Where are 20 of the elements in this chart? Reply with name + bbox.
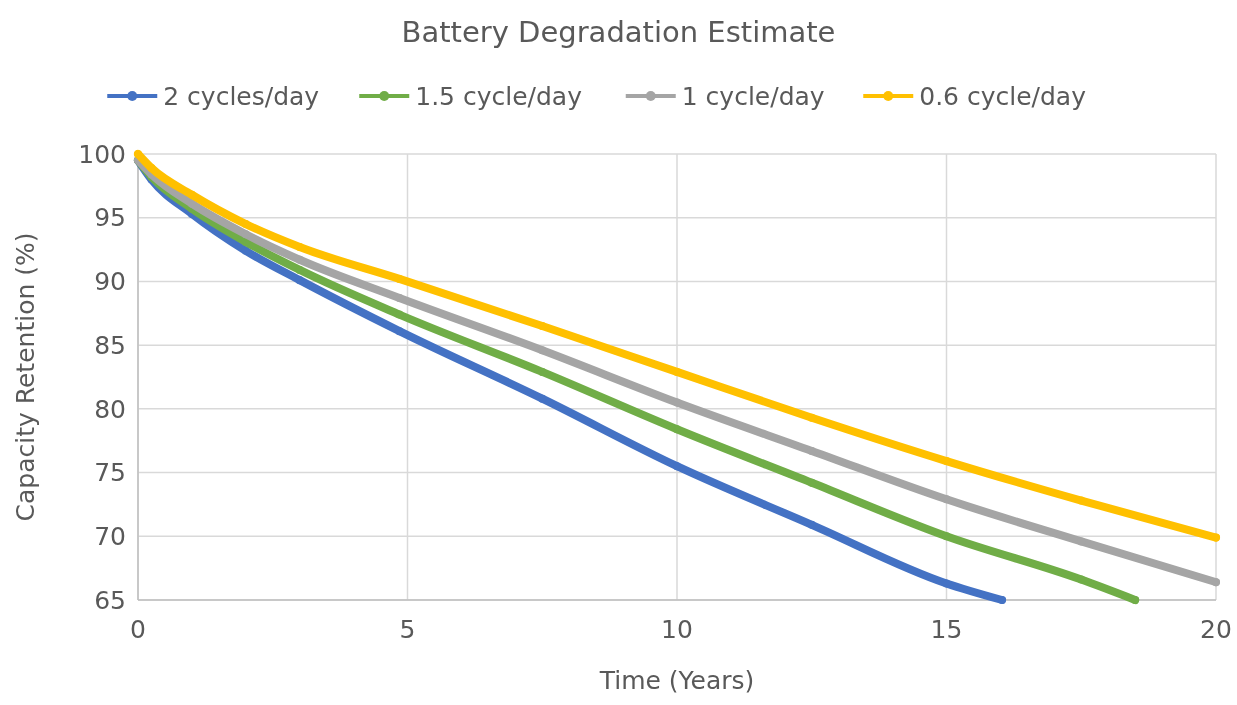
x-tick-label: 0 bbox=[130, 615, 146, 644]
y-tick-label: 90 bbox=[94, 267, 126, 297]
y-tick-label: 100 bbox=[78, 139, 126, 169]
x-axis-title: Time (Years) bbox=[598, 666, 755, 695]
legend-label: 1 cycle/day bbox=[681, 81, 825, 111]
legend-label: 0.6 cycle/day bbox=[919, 81, 1087, 111]
chart-title: Battery Degradation Estimate bbox=[401, 15, 836, 49]
x-tick-label: 20 bbox=[1200, 615, 1232, 644]
y-tick-label: 85 bbox=[94, 330, 126, 360]
legend-label: 1.5 cycle/day bbox=[415, 81, 583, 111]
x-tick-label: 5 bbox=[399, 615, 416, 644]
y-tick-label: 95 bbox=[94, 203, 126, 233]
y-axis-title: Capacity Retention (%) bbox=[11, 232, 40, 522]
y-tick-label: 75 bbox=[94, 458, 126, 488]
y-tick-label: 65 bbox=[94, 585, 126, 615]
y-tick-label: 80 bbox=[94, 394, 126, 424]
x-tick-label: 10 bbox=[661, 615, 693, 644]
x-tick-label: 15 bbox=[930, 615, 963, 644]
legend-label: 2 cycles/day bbox=[163, 81, 320, 111]
y-tick-label: 70 bbox=[94, 522, 126, 552]
